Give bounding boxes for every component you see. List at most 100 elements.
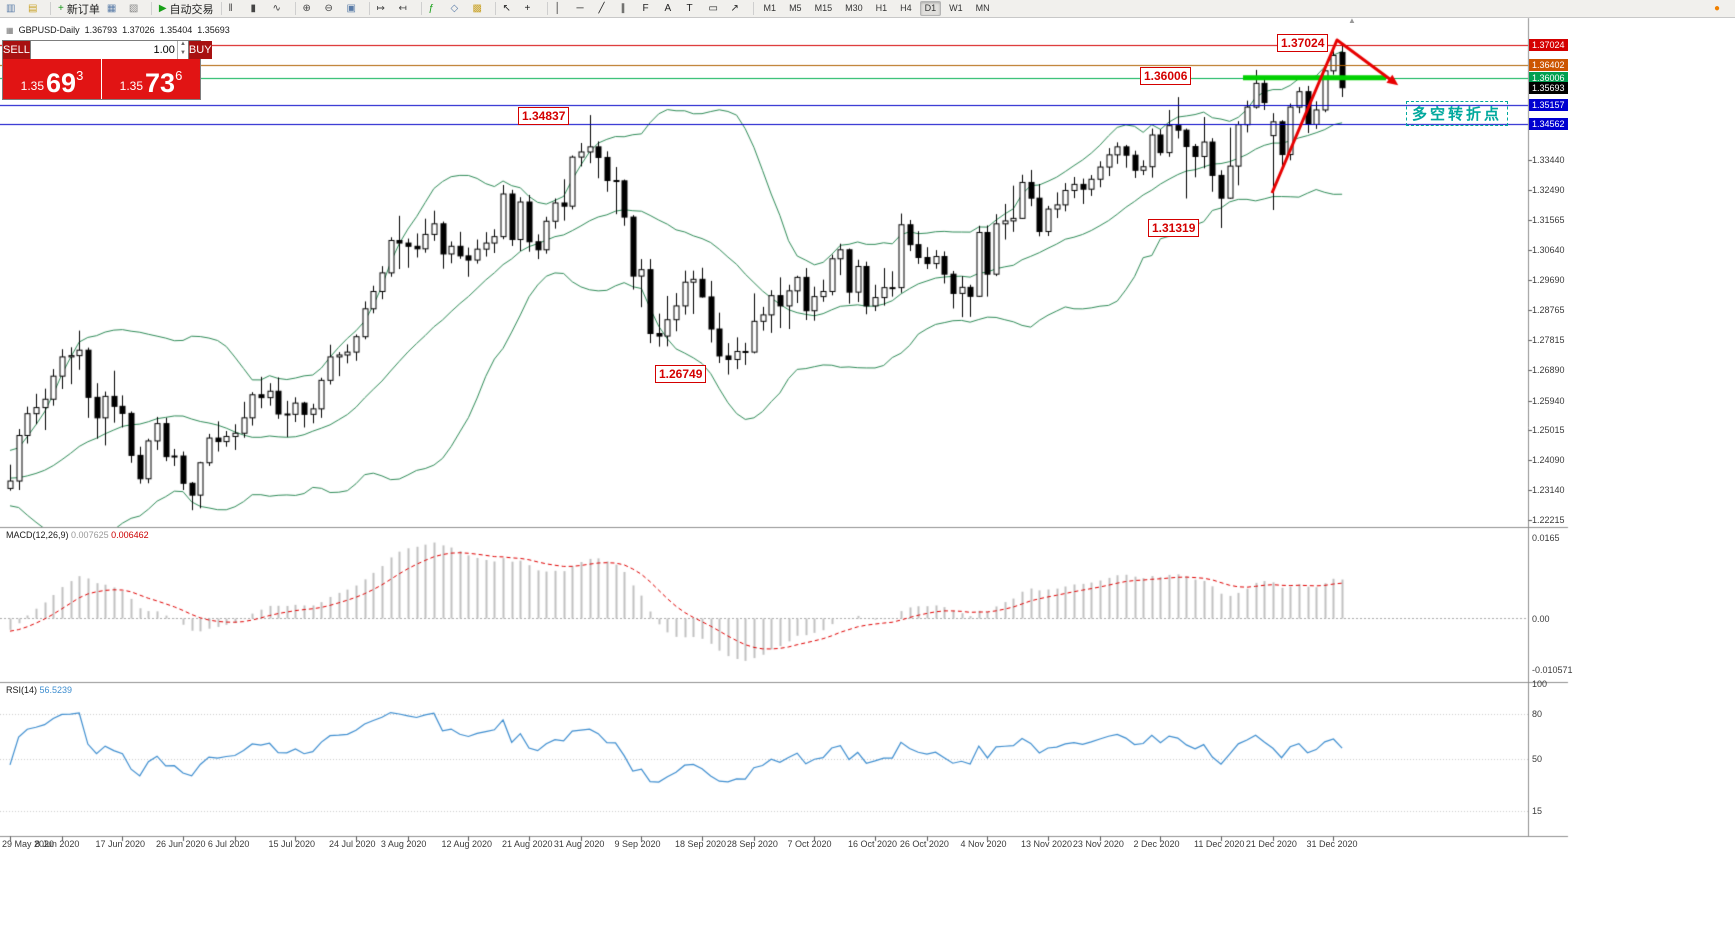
- timeframe-m30-button[interactable]: M30: [845, 3, 863, 13]
- timeframe-w1-button[interactable]: W1: [949, 3, 963, 13]
- vertical-line-button[interactable]: │: [552, 0, 573, 17]
- macd-pane-label: MACD(12,26,9) 0.007625 0.006462: [6, 530, 149, 540]
- date-axis-label: 21 Aug 2020: [502, 839, 553, 849]
- volume-stepper[interactable]: ▲ ▼: [176, 41, 188, 59]
- buy-button[interactable]: BUY: [188, 41, 212, 59]
- text-button[interactable]: A: [662, 0, 683, 17]
- zoom-in-button[interactable]: ⊕: [300, 0, 321, 17]
- price-annotation[interactable]: 1.36006: [1140, 67, 1192, 85]
- chart-shift-button[interactable]: ↤: [396, 0, 417, 17]
- price-axis-tick: 1.24090: [1532, 454, 1565, 465]
- chart-shift-marker[interactable]: ▲: [1348, 16, 1356, 25]
- date-axis-label: 4 Nov 2020: [960, 839, 1007, 849]
- toolbar: ▥ ▤ + 新订单 ▦ ▧ ▶ 自动交易 ‖ ▮ ∿ ⊕ ⊖ ▣ ↦ ↤ ƒ ◇ ▩ ↖ + │ ─ ╱ ∥ F A T ▭ ↗ M1 M5 M…: [0, 0, 1735, 18]
- note-annotation[interactable]: 多空转折点: [1406, 101, 1509, 126]
- line-chart-icon: ∿: [272, 2, 281, 14]
- arrow-tools-button[interactable]: ↗: [728, 0, 749, 17]
- candlestick-chart-button[interactable]: ▮: [248, 0, 269, 17]
- label-button[interactable]: T: [684, 0, 705, 17]
- one-click-trading-panel: SELL ▲ ▼ BUY 1.35 69 3 1.35 73 6: [2, 40, 212, 100]
- bar-chart-button[interactable]: ‖: [226, 0, 247, 17]
- zoom-out-icon: ⊖: [324, 2, 333, 14]
- volume-field: ▲ ▼: [29, 41, 189, 59]
- date-axis-label: 9 Sep 2020: [614, 839, 661, 849]
- date-axis-label: 12 Aug 2020: [441, 839, 492, 849]
- sell-button[interactable]: SELL: [3, 41, 30, 59]
- new-order-button[interactable]: + 新订单: [55, 0, 103, 17]
- price-annotation[interactable]: 1.31319: [1148, 219, 1200, 237]
- price-axis-tick: 1.25940: [1532, 395, 1565, 406]
- ohlc-high: 1.37026: [122, 25, 155, 35]
- shapes-icon: ▭: [708, 2, 718, 14]
- timeframe-mn-button[interactable]: MN: [975, 3, 990, 13]
- toolbar-separator: [546, 2, 548, 15]
- buy-price-frac: 6: [175, 68, 183, 83]
- sell-price-button[interactable]: 1.35 69 3: [3, 59, 101, 99]
- timeframe-m1-button[interactable]: M1: [763, 3, 777, 13]
- data-window-button[interactable]: ▧: [126, 0, 147, 17]
- rsi-axis-tick: 15: [1532, 805, 1543, 816]
- zoom-out-button[interactable]: ⊖: [322, 0, 343, 17]
- templates-button[interactable]: ▩: [470, 0, 491, 17]
- date-axis-label: 16 Oct 2020: [848, 839, 898, 849]
- macd-name: MACD(12,26,9): [6, 530, 69, 540]
- timeframe-d1-button[interactable]: D1: [919, 1, 942, 16]
- fibonacci-icon: F: [642, 2, 649, 14]
- volume-down-icon[interactable]: ▼: [179, 50, 186, 56]
- period-button[interactable]: ◇: [448, 0, 469, 17]
- crosshair-button[interactable]: +: [522, 0, 543, 17]
- date-axis-label: 15 Jul 2020: [268, 839, 315, 849]
- trendline-button[interactable]: ╱: [596, 0, 617, 17]
- price-axis-badge: 1.35157: [1529, 98, 1568, 111]
- timeframe-m5-button[interactable]: M5: [789, 3, 802, 13]
- date-axis-label: 7 Oct 2020: [787, 839, 832, 849]
- bar-chart-icon: ‖: [228, 2, 233, 14]
- price-annotation[interactable]: 1.34837: [518, 107, 570, 125]
- auto-scroll-button[interactable]: ↦: [374, 0, 395, 17]
- macd-axis-tick: -0.010571: [1532, 664, 1573, 675]
- autotrading-button-label: 自动交易: [169, 3, 214, 16]
- shapes-button[interactable]: ▭: [706, 0, 727, 17]
- chart-icon: ▦: [6, 25, 14, 35]
- horizontal-line-icon: ─: [576, 2, 584, 14]
- horizontal-line-button[interactable]: ─: [574, 0, 595, 17]
- channel-icon: ∥: [620, 2, 626, 14]
- timeframe-h1-button[interactable]: H1: [875, 3, 888, 13]
- timeframe-m15-button[interactable]: M15: [814, 3, 833, 13]
- price-axis-badge: 1.37024: [1529, 39, 1568, 52]
- indicators-button[interactable]: ƒ: [426, 0, 447, 17]
- crosshair-icon: +: [524, 2, 531, 14]
- date-axis-label: 11 Dec 2020: [1194, 839, 1245, 849]
- fibonacci-button[interactable]: F: [640, 0, 661, 17]
- price-axis-badge: 1.35693: [1529, 81, 1568, 94]
- date-axis-label: 23 Nov 2020: [1072, 839, 1124, 849]
- price-annotation[interactable]: 1.37024: [1277, 34, 1329, 52]
- chart-ohlc-header: ▦ GBPUSD-Daily 1.36793 1.37026 1.35404 1…: [6, 25, 230, 35]
- new-chart-button[interactable]: ▥: [3, 0, 24, 17]
- community-button[interactable]: ●: [1711, 0, 1732, 17]
- cursor-button[interactable]: ↖: [500, 0, 521, 17]
- buy-price-button[interactable]: 1.35 73 6: [102, 59, 200, 99]
- timeframe-h4-button[interactable]: H4: [900, 3, 912, 13]
- date-axis-label: 29 May 2020: [2, 839, 55, 849]
- date-axis-label: 13 Nov 2020: [1021, 839, 1073, 849]
- line-chart-button[interactable]: ∿: [270, 0, 291, 17]
- tile-windows-icon: ▣: [346, 2, 356, 14]
- toolbar-separator: [752, 2, 754, 15]
- price-axis-tick: 1.22215: [1532, 515, 1565, 525]
- price-axis-tick: 1.31565: [1532, 215, 1565, 226]
- date-axis-label: 2 Dec 2020: [1133, 839, 1180, 849]
- autotrading-button[interactable]: ▶ 自动交易: [156, 0, 217, 17]
- volume-up-icon[interactable]: ▲: [179, 41, 186, 47]
- price-annotation[interactable]: 1.26749: [655, 365, 707, 383]
- cursor-icon: ↖: [502, 2, 511, 14]
- tile-windows-button[interactable]: ▣: [344, 0, 365, 17]
- price-axis-tick: 1.30640: [1532, 244, 1565, 255]
- date-axis-label: 31 Aug 2020: [553, 839, 605, 849]
- chart-profiles-button[interactable]: ▤: [25, 0, 46, 17]
- market-watch-button[interactable]: ▦: [104, 0, 125, 17]
- channel-button[interactable]: ∥: [618, 0, 639, 17]
- chart-shift-icon: ↤: [398, 2, 407, 14]
- volume-input[interactable]: [30, 41, 177, 59]
